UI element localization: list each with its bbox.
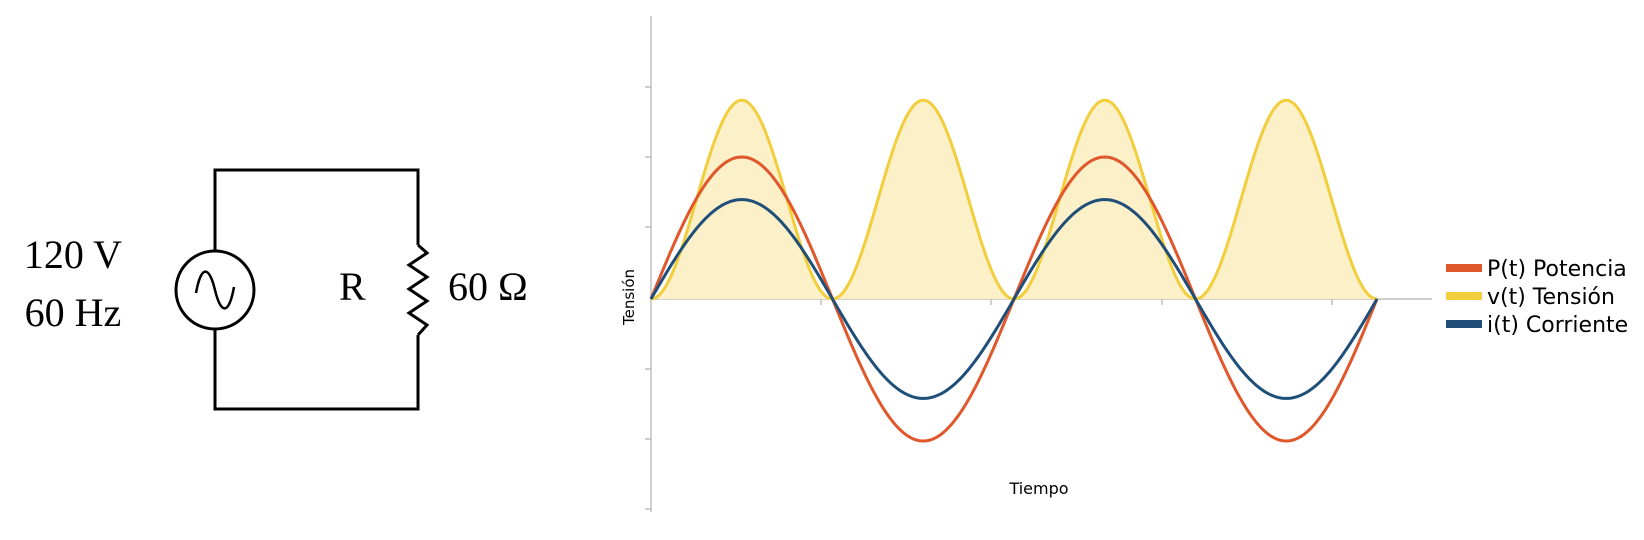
circuit-diagram: 120 V 60 Hz R 60 Ω — [24, 168, 528, 411]
legend-label-voltage: v(t) Tensión — [1487, 285, 1615, 310]
legend-swatch-voltage — [1446, 292, 1482, 300]
legend-swatch-power — [1446, 264, 1482, 272]
legend-label-current: i(t) Corriente — [1487, 313, 1628, 338]
source-frequency-label: 60 Hz — [25, 290, 122, 335]
circuit-wire — [213, 330, 420, 411]
source-voltage-label: 120 V — [24, 232, 122, 277]
voltage-area-fill — [651, 100, 1377, 299]
y-axis-label: Tensión — [620, 269, 638, 326]
x-axis-ticks — [820, 299, 1333, 305]
series-line-current — [649, 198, 1379, 400]
y-axis-ticks — [645, 86, 651, 510]
resistor-symbol — [406, 243, 430, 337]
legend-swatch-current — [1446, 320, 1482, 328]
legend-label-power: P(t) Potencia — [1487, 257, 1627, 282]
sine-wave-icon — [194, 270, 236, 310]
circuit-wire — [213, 168, 420, 250]
x-axis-label: Tiempo — [1008, 479, 1068, 498]
resistor-value-label: 60 Ω — [448, 264, 528, 309]
chart: Tensión Tiempo P(t) Potencia v(t) Tensió… — [620, 16, 1628, 512]
resistor-label: R — [339, 264, 366, 309]
legend: P(t) Potencia v(t) Tensión i(t) Corrient… — [1446, 257, 1628, 338]
